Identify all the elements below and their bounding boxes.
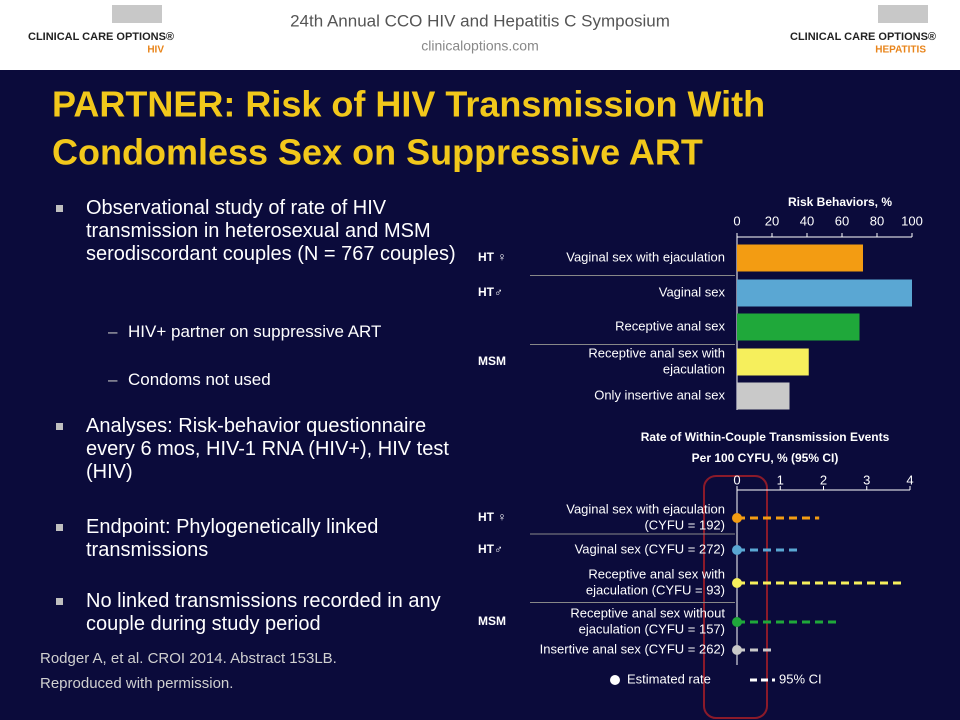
group-label: HT♂ [478, 285, 503, 299]
estimate-dot [732, 617, 742, 627]
bar [737, 279, 912, 307]
chart-title: Rate of Within-Couple Transmission Event… [641, 430, 890, 444]
estimate-dot [732, 578, 742, 588]
slide-title: PARTNER: Risk of HIV Transmission With [52, 84, 765, 125]
group-label: MSM [478, 354, 506, 368]
highlight-box [703, 475, 768, 719]
category-label: Vaginal sex with ejaculation [566, 501, 725, 516]
legend-label: 95% CI [779, 671, 822, 686]
category-label: Receptive anal sex [615, 318, 725, 333]
group-label: MSM [478, 614, 506, 628]
bullet: Observational study of rate of HIV trans… [56, 197, 470, 266]
citation: Rodger A, et al. CROI 2014. Abstract 153… [40, 650, 337, 667]
category-label: Vaginal sex with ejaculation [566, 249, 725, 264]
estimate-dot [732, 513, 742, 523]
slide-title: Condomless Sex on Suppressive ART [52, 132, 703, 173]
logo-name: CLINICAL CARE OPTIONS® [28, 31, 174, 43]
category-label: Receptive anal sex with [588, 566, 725, 581]
x-tick-label: 60 [835, 213, 849, 228]
bar [737, 382, 790, 410]
x-tick-label: 4 [906, 472, 913, 487]
bar [737, 313, 860, 341]
group-label: HT♂ [478, 542, 503, 556]
group-label: HT ♀ [478, 510, 506, 524]
x-tick-label: 0 [733, 472, 740, 487]
site: clinicaloptions.com [421, 38, 539, 54]
x-tick-label: 0 [733, 213, 740, 228]
logo-mark [112, 5, 162, 23]
category-label: Receptive anal sex with [588, 345, 725, 360]
estimate-dot [732, 645, 742, 655]
bullet: Analyses: Risk-behavior questionnaire ev… [56, 415, 470, 484]
x-tick-label: 2 [820, 472, 827, 487]
category-label: ejaculation [663, 361, 725, 376]
category-label: Receptive anal sex without [570, 605, 725, 620]
category-label: ejaculation (CYFU = 157) [579, 621, 725, 636]
x-tick-label: 40 [800, 213, 814, 228]
sub-bullet: HIV+ partner on suppressive ART [108, 322, 468, 342]
chart-title: Per 100 CYFU, % (95% CI) [692, 451, 839, 465]
bar [737, 348, 809, 376]
logo-mark [878, 5, 928, 23]
logo-sub: HEPATITIS [875, 45, 926, 56]
group-label: HT ♀ [478, 250, 506, 264]
sub-bullet: Condoms not used [108, 370, 468, 390]
category-label: Only insertive anal sex [594, 387, 725, 402]
x-tick-label: 3 [863, 472, 870, 487]
x-tick-label: 80 [870, 213, 884, 228]
event-name: 24th Annual CCO HIV and Hepatitis C Symp… [290, 11, 670, 30]
bullet: No linked transmissions recorded in any … [56, 590, 470, 636]
logo-sub: HIV [147, 45, 164, 56]
x-tick-label: 1 [777, 472, 784, 487]
bullet: Endpoint: Phylogenetically linked transm… [56, 516, 470, 562]
legend-label: Estimated rate [627, 671, 711, 686]
chart-title: Risk Behaviors, % [788, 195, 892, 209]
category-label: Insertive anal sex (CYFU = 262) [540, 641, 725, 656]
x-tick-label: 100 [901, 213, 923, 228]
legend-dot [610, 675, 620, 685]
category-label: Vaginal sex [659, 284, 726, 299]
bar [737, 244, 863, 272]
category-label: Vaginal sex (CYFU = 272) [575, 541, 725, 556]
citation: Reproduced with permission. [40, 675, 234, 692]
logo-name: CLINICAL CARE OPTIONS® [790, 31, 936, 43]
category-label: ejaculation (CYFU = 93) [586, 582, 725, 597]
category-label: (CYFU = 192) [644, 517, 725, 532]
estimate-dot [732, 545, 742, 555]
x-tick-label: 20 [765, 213, 779, 228]
